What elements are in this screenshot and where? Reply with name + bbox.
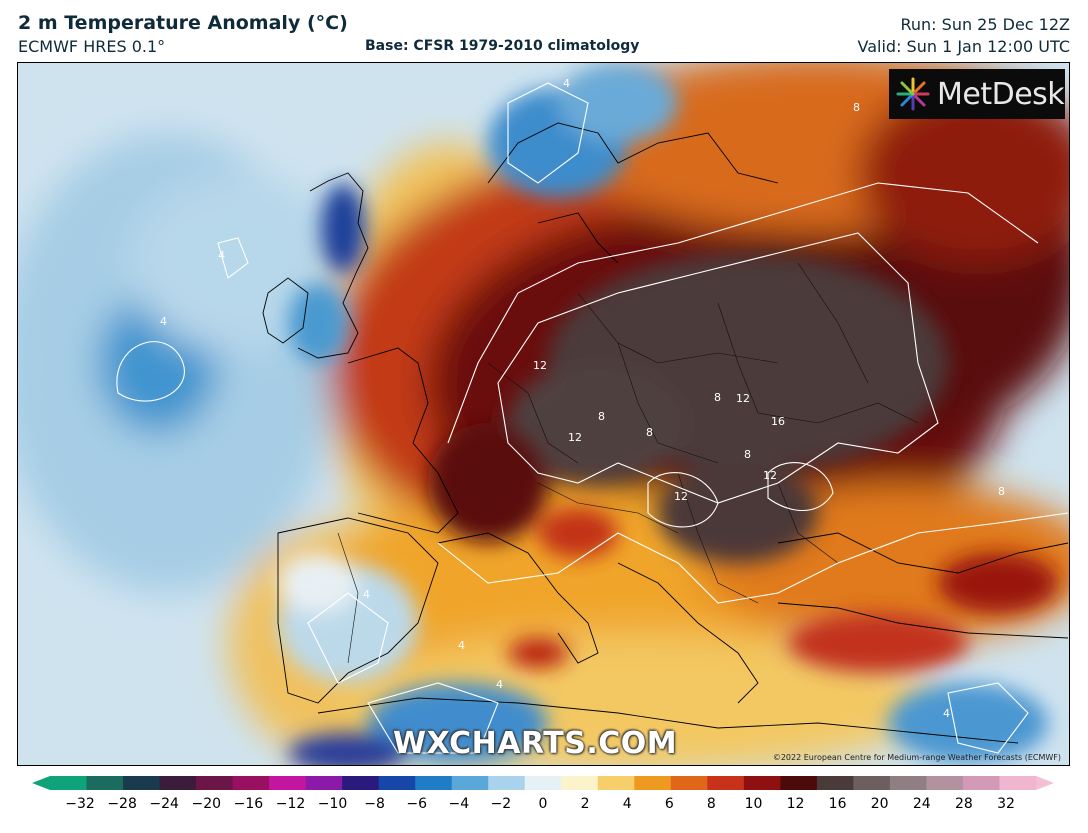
colorbar-cell	[342, 776, 380, 790]
anomaly-contours	[116, 82, 1069, 754]
map-canvas: 4 4 4 8 8 8 8 8 8 12 12 12 12 12 16 4 4 …	[18, 63, 1069, 765]
colorbar-cell	[524, 776, 562, 790]
colorbar-cell	[889, 776, 928, 790]
contour-label: 4	[496, 678, 503, 691]
map-title: 2 m Temperature Anomaly (°C)	[18, 12, 348, 34]
colorbar-cell	[597, 776, 635, 790]
colorbar-tick-label: 12	[786, 796, 805, 812]
colorbar-over-arrow	[1036, 776, 1054, 790]
contour-labels: 4 4 4 8 8 8 8 8 8 12 12 12 12 12 16 4 4 …	[160, 77, 1005, 720]
colorbar-cell	[86, 776, 124, 790]
colorbar-tick-label: −12	[275, 796, 306, 812]
contour-label: 4	[563, 77, 570, 90]
contour-label: 8	[853, 101, 860, 114]
borders	[337, 262, 919, 664]
colorbar-cell	[123, 776, 161, 790]
metdesk-logo: MetDesk	[889, 69, 1065, 119]
colorbar-tick-label: 8	[706, 796, 716, 812]
anomaly-map: 4 4 4 8 8 8 8 8 8 12 12 12 12 12 16 4 4 …	[17, 62, 1070, 766]
run-time: Run: Sun 25 Dec 12Z	[900, 15, 1071, 34]
colorbar-tick-label: 20	[870, 796, 889, 812]
contour-label: 12	[674, 490, 688, 503]
contour-label: 8	[744, 448, 751, 461]
colorbar-cell	[159, 776, 197, 790]
colorbar-cells	[50, 776, 1037, 790]
contour-label: 4	[458, 639, 465, 652]
valid-time: Valid: Sun 1 Jan 12:00 UTC	[857, 37, 1070, 56]
colorbar-cell	[269, 776, 307, 790]
contour-label: 4	[218, 249, 225, 262]
colorbar-tick-label: −2	[490, 796, 512, 812]
colorbar-cell	[999, 776, 1037, 790]
colorbar-tick-label: 0	[538, 796, 548, 812]
colorbar-ticks: −32 −28 −24 −20 −16 −12 −10 −8 −6 −4 −2 0 2 4 6 8 10 12 16…	[0, 796, 1088, 816]
colorbar-cell	[816, 776, 855, 790]
climatology-base: Base: CFSR 1979-2010 climatology	[365, 38, 640, 54]
anomaly-fill-detail	[278, 63, 1058, 765]
colorbar-tick-label: 28	[954, 796, 973, 812]
colorbar-tick-label: 32	[997, 796, 1015, 812]
colorbar-tick-label: −4	[448, 796, 470, 812]
contour-label: 12	[533, 359, 547, 372]
colorbar-tick-label: 16	[828, 796, 847, 812]
colorbar-tick-label: −8	[364, 796, 385, 812]
colorbar-cell	[962, 776, 1001, 790]
colorbar-tick-label: 10	[744, 796, 763, 812]
colorbar-cell	[743, 776, 781, 790]
colorbar-cell	[670, 776, 708, 790]
colorbar-cell	[926, 776, 964, 790]
contour-label: 12	[763, 469, 777, 482]
colorbar-cell	[561, 776, 599, 790]
colorbar-tick-label: −32	[65, 796, 95, 812]
contour-label: 8	[598, 410, 605, 423]
colorbar-cell	[780, 776, 818, 790]
colorbar-cell	[415, 776, 453, 790]
colorbar-under-arrow	[32, 776, 50, 790]
wxcharts-watermark: WXCHARTS.COM	[393, 726, 678, 761]
colorbar-cell	[707, 776, 745, 790]
colorbar-cell	[196, 776, 234, 790]
metdesk-logo-text: MetDesk	[937, 76, 1065, 112]
colorbar-tick-label: −16	[233, 796, 264, 812]
colorbar-tick-label: 4	[622, 796, 632, 812]
colorbar-cell	[50, 776, 88, 790]
contour-label: 4	[943, 707, 950, 720]
colorbar-cell	[451, 776, 489, 790]
contour-label: 12	[568, 431, 582, 444]
contour-label: 8	[646, 426, 653, 439]
contour-label: 4	[160, 315, 167, 328]
contour-label: 8	[714, 391, 721, 404]
contour-label: 12	[736, 392, 750, 405]
colorbar	[32, 776, 1054, 790]
colorbar-tick-label: −6	[406, 796, 428, 812]
ecmwf-copyright: ©2022 European Centre for Medium-range W…	[772, 753, 1061, 762]
colorbar-cell	[634, 776, 672, 790]
model-name: ECMWF HRES 0.1°	[18, 37, 166, 56]
colorbar-cell	[853, 776, 891, 790]
contour-label: 8	[998, 485, 1005, 498]
colorbar-tick-label: 6	[664, 796, 674, 812]
contour-label: 16	[771, 415, 785, 428]
colorbar-tick-label: −20	[191, 796, 222, 812]
colorbar-cell	[305, 776, 343, 790]
colorbar-cell	[488, 776, 526, 790]
coastlines	[262, 122, 1069, 744]
colorbar-tick-label: −24	[149, 796, 179, 812]
contour-label: 4	[363, 588, 370, 601]
metdesk-burst-icon	[896, 77, 930, 111]
colorbar-tick-label: −10	[317, 796, 348, 812]
colorbar-tick-label: 24	[912, 796, 931, 812]
colorbar-tick-label: −28	[107, 796, 137, 812]
colorbar-cell	[378, 776, 416, 790]
colorbar-cell	[232, 776, 270, 790]
colorbar-tick-label: 2	[580, 796, 590, 812]
